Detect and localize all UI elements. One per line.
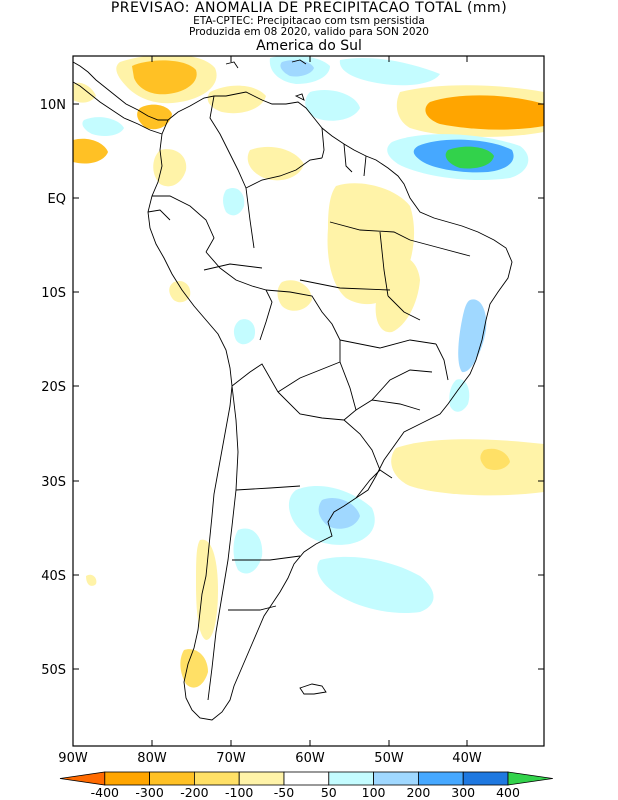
anomaly-area-west-pacific [73,138,108,164]
anomaly-area-atlantic-strong [425,95,544,130]
lon-label-80w: 80W [137,751,167,766]
coastlines [73,59,513,721]
latitude-axis: 10N EQ 10S 20S 30S 40S 50S [40,98,544,678]
border-brazil-states-3 [387,239,471,381]
colorbar-segment [104,771,151,786]
colorbar-segment [149,771,195,786]
anomaly-area-chile-wet [233,528,263,574]
border-brazil-states-4 [355,369,433,411]
longitude-axis: 90W 80W 70W 60W 50W 40W [58,56,482,766]
anomaly-area-east-coast-wet [458,299,487,373]
border-ecuador [147,209,171,221]
border-brazil-states-5 [203,187,263,271]
anomaly-area-south-atlantic-dry [391,439,544,496]
border-colombia-venezuela [209,95,247,189]
caribbean-island-1 [291,59,307,65]
anomaly-area-atlantic-wet3 [445,146,494,169]
border-paraguay-brazil [339,361,357,421]
anomaly-area-central-wet2 [233,319,256,345]
lat-label-eq: EQ [48,192,66,207]
border-argentina-paraguay [277,391,345,421]
anomaly-area-fuego-dry [180,649,208,688]
border-uruguay [355,469,393,499]
anomaly-area-central-wet [223,187,245,216]
anomaly-area-colombia-coast [137,104,172,130]
map-title: PREVISAO: ANOMALIA DE PRECIPITACAO TOTAL… [110,0,508,16]
anomaly-area-patagonia-wet [317,556,434,614]
border-colombia-peru [152,195,215,253]
lon-label-90w: 90W [58,751,88,766]
lat-label-50s: 50S [41,663,66,678]
colorbar-label: 50 [321,785,337,800]
anomaly-area-chile-dry [196,539,218,640]
colorbar-label: -300 [135,785,163,800]
border-chile-argentina [207,385,239,701]
border-peru-brazil [205,251,273,341]
lon-label-50w: 50W [374,751,404,766]
border-brazil-states-2 [299,279,437,349]
anomaly-area-north-amazon [305,89,360,121]
anomaly-shading [73,56,544,688]
falkland-islands [299,683,327,695]
colorbar-segment [462,771,509,786]
border-bolivia-paraguay [277,361,341,393]
colorbar-label: 200 [406,785,430,800]
caribbean-island-2 [225,61,239,69]
colorbar-segment [373,771,419,786]
lat-label-10n: 10N [40,98,66,113]
caribbean-island-3 [294,93,305,101]
colorbar-segment [507,771,553,786]
colorbar-segment [328,771,374,786]
lon-label-60w: 60W [295,751,325,766]
anomaly-area-venezuela [207,85,266,114]
lon-label-70w: 70W [216,751,246,766]
anomaly-area-northeast-dry [375,256,420,333]
lat-label-10s: 10S [41,286,66,301]
map-region-label: America do Sul [256,38,362,54]
lat-label-30s: 30S [41,475,66,490]
anomaly-area-caribbean-strong [132,60,197,95]
colorbar-label: -50 [274,785,294,800]
anomaly-area-south-atlantic-dry2 [480,448,510,470]
colorbar-segment [283,771,330,786]
colorbar-segment [238,771,285,786]
anomaly-area-peru-dry [169,280,191,303]
colorbar-label: -200 [180,785,208,800]
anomaly-area-south-pacific-dry [86,574,97,586]
map-subtitle-model: ETA-CPTEC: Precipitacao com tsm persisti… [193,15,425,27]
south-america-coastline [147,91,513,721]
border-argentina-brazil [343,419,381,471]
border-venezuela-brazil [245,157,323,189]
map-subtitle-validity: Produzida em 08 2020, valido para SON 20… [189,26,429,38]
colorbar-segment [59,771,106,786]
lat-label-20s: 20S [41,380,66,395]
border-guianas [321,127,367,177]
central-america-pacific [73,81,163,135]
border-argentina-provinces [228,485,301,611]
anomaly-area-west-wet [82,117,124,136]
border-bolivia-chile [231,363,279,393]
colorbar-label: -400 [91,785,119,800]
anomaly-area-west-edge [73,82,96,103]
colorbar-label: -100 [225,785,253,800]
map-frame [72,55,545,747]
colorbar-legend: -400 -300 -200 -100 -50 50 100 200 300 400 [59,771,553,800]
colorbar-label: 100 [362,785,386,800]
anomaly-area-east-coast-wet2 [449,379,470,412]
lon-label-40w: 40W [452,751,482,766]
anomaly-area-bolivia-dry [277,280,312,311]
central-america-coastline [73,61,168,121]
colorbar-label: 400 [496,785,520,800]
anomaly-area-north-wet-east [339,57,440,86]
colorbar-segment [193,771,240,786]
border-brazil-states-1 [329,221,411,297]
anomaly-area-guianas-dry [247,146,304,181]
colorbar-label: 300 [451,785,475,800]
lat-label-40s: 40S [41,569,66,584]
colorbar-segment [417,771,464,786]
